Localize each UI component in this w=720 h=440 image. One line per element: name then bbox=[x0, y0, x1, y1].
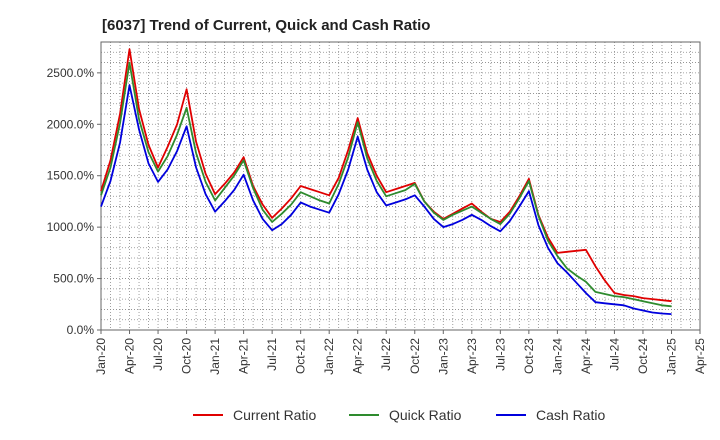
x-tick-label: Jul-21 bbox=[265, 338, 279, 371]
x-tick-label: Oct-21 bbox=[294, 338, 308, 374]
x-tick-label: Jul-20 bbox=[151, 338, 165, 371]
series-line-current-ratio bbox=[100, 48, 672, 303]
y-tick-label: 0.0% bbox=[67, 323, 95, 337]
series-group bbox=[100, 48, 672, 315]
x-tick-label: Apr-20 bbox=[123, 338, 137, 374]
y-axis: 0.0% 500.0% 1000.0% 1500.0% 2000.0% 2500.0% bbox=[47, 66, 101, 337]
x-axis: Jan-20 Apr-20 Jul-20 Oct-20 Jan-21 Apr-21 Jul-… bbox=[94, 330, 707, 375]
x-tick-label: Jan-24 bbox=[550, 338, 564, 375]
x-tick-label: Jul-23 bbox=[493, 338, 507, 371]
grid bbox=[101, 42, 700, 330]
x-tick-label: Jan-23 bbox=[436, 338, 450, 375]
x-tick-label: Jul-22 bbox=[379, 338, 393, 371]
legend-label-quick-ratio: Quick Ratio bbox=[389, 407, 462, 423]
y-tick-label: 2000.0% bbox=[47, 117, 95, 131]
x-tick-label: Jan-25 bbox=[664, 338, 678, 375]
x-tick-label: Apr-24 bbox=[579, 338, 593, 374]
y-tick-label: 2500.0% bbox=[47, 66, 95, 80]
legend: Current Ratio Quick Ratio Cash Ratio bbox=[193, 407, 605, 423]
legend-label-current-ratio: Current Ratio bbox=[233, 407, 316, 423]
x-tick-label: Oct-22 bbox=[408, 338, 422, 374]
x-tick-label: Oct-20 bbox=[180, 338, 194, 374]
x-tick-label: Jul-24 bbox=[607, 338, 621, 371]
legend-label-cash-ratio: Cash Ratio bbox=[536, 407, 605, 423]
x-tick-label: Jan-21 bbox=[208, 338, 222, 375]
x-tick-label: Apr-25 bbox=[693, 338, 707, 374]
plot-area bbox=[100, 41, 701, 331]
y-tick-label: 1000.0% bbox=[47, 220, 95, 234]
y-tick-label: 500.0% bbox=[53, 272, 94, 286]
x-tick-label: Apr-22 bbox=[351, 338, 365, 374]
x-tick-label: Apr-23 bbox=[465, 338, 479, 374]
x-tick-label: Apr-21 bbox=[237, 338, 251, 374]
x-tick-label: Jan-22 bbox=[322, 338, 336, 375]
x-tick-label: Oct-24 bbox=[636, 338, 650, 374]
series-line-cash-ratio bbox=[100, 84, 672, 315]
x-tick-label: Jan-20 bbox=[94, 338, 108, 375]
chart-title: [6037] Trend of Current, Quick and Cash … bbox=[102, 17, 430, 34]
x-tick-label: Oct-23 bbox=[522, 338, 536, 374]
series-line-quick-ratio bbox=[100, 61, 672, 308]
y-tick-label: 1500.0% bbox=[47, 169, 95, 183]
